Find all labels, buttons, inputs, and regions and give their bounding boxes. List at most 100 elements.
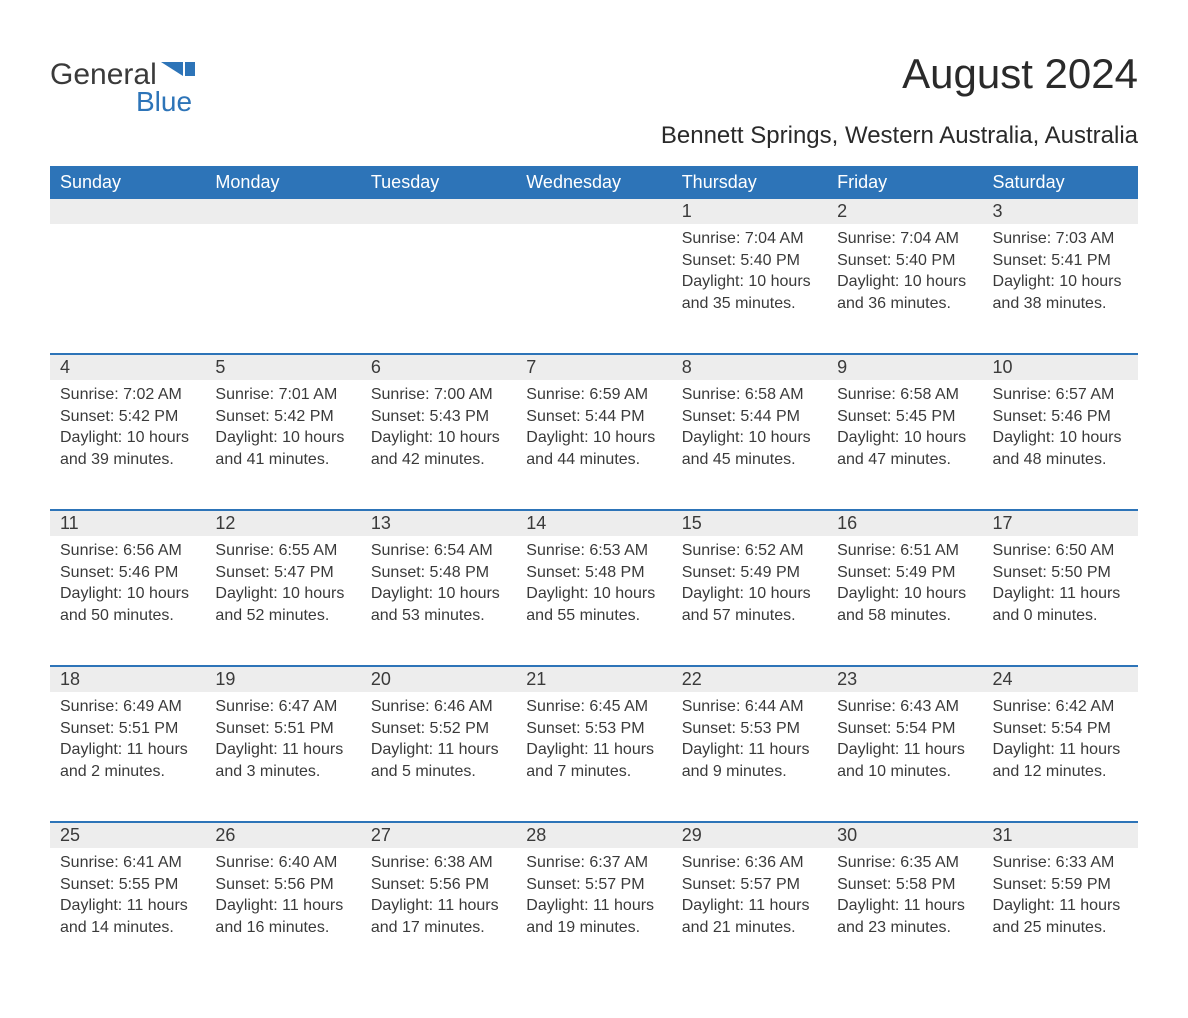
daylight-line: Daylight: 10 hours and 58 minutes. — [837, 583, 972, 626]
day-cell: Sunrise: 6:41 AMSunset: 5:55 PMDaylight:… — [50, 848, 205, 978]
sunset-line: Sunset: 5:42 PM — [60, 406, 195, 428]
sunrise-line: Sunrise: 6:59 AM — [526, 384, 661, 406]
day-cell: Sunrise: 6:33 AMSunset: 5:59 PMDaylight:… — [983, 848, 1138, 978]
sunset-line: Sunset: 5:42 PM — [215, 406, 350, 428]
sunset-line: Sunset: 5:40 PM — [682, 250, 817, 272]
day-number: 5 — [205, 354, 360, 380]
day-number: 8 — [672, 354, 827, 380]
daylight-line: Daylight: 11 hours and 2 minutes. — [60, 739, 195, 782]
sunset-line: Sunset: 5:46 PM — [993, 406, 1128, 428]
daylight-line: Daylight: 10 hours and 35 minutes. — [682, 271, 817, 314]
empty-cell — [516, 224, 671, 354]
sunset-line: Sunset: 5:46 PM — [60, 562, 195, 584]
day-number: 23 — [827, 666, 982, 692]
daylight-line: Daylight: 10 hours and 44 minutes. — [526, 427, 661, 470]
sunset-line: Sunset: 5:43 PM — [371, 406, 506, 428]
sunrise-line: Sunrise: 7:00 AM — [371, 384, 506, 406]
daynum-row: 25262728293031 — [50, 822, 1138, 848]
daylight-line: Daylight: 10 hours and 50 minutes. — [60, 583, 195, 626]
day-cell: Sunrise: 6:43 AMSunset: 5:54 PMDaylight:… — [827, 692, 982, 822]
day-number: 28 — [516, 822, 671, 848]
day-number: 3 — [983, 199, 1138, 224]
day-number: 27 — [361, 822, 516, 848]
daylight-line: Daylight: 10 hours and 36 minutes. — [837, 271, 972, 314]
empty-cell — [361, 224, 516, 354]
daynum-row: 45678910 — [50, 354, 1138, 380]
day-number: 11 — [50, 510, 205, 536]
day-cell: Sunrise: 6:42 AMSunset: 5:54 PMDaylight:… — [983, 692, 1138, 822]
day-cell: Sunrise: 6:58 AMSunset: 5:45 PMDaylight:… — [827, 380, 982, 510]
day-cell: Sunrise: 6:49 AMSunset: 5:51 PMDaylight:… — [50, 692, 205, 822]
sunrise-line: Sunrise: 6:41 AM — [60, 852, 195, 874]
day-cell: Sunrise: 6:45 AMSunset: 5:53 PMDaylight:… — [516, 692, 671, 822]
content-row: Sunrise: 7:02 AMSunset: 5:42 PMDaylight:… — [50, 380, 1138, 510]
sunrise-line: Sunrise: 6:52 AM — [682, 540, 817, 562]
sunrise-line: Sunrise: 6:51 AM — [837, 540, 972, 562]
day-cell: Sunrise: 6:46 AMSunset: 5:52 PMDaylight:… — [361, 692, 516, 822]
day-number: 2 — [827, 199, 982, 224]
day-number: 21 — [516, 666, 671, 692]
content-row: Sunrise: 6:49 AMSunset: 5:51 PMDaylight:… — [50, 692, 1138, 822]
sunrise-line: Sunrise: 6:38 AM — [371, 852, 506, 874]
daylight-line: Daylight: 10 hours and 38 minutes. — [993, 271, 1128, 314]
daylight-line: Daylight: 11 hours and 12 minutes. — [993, 739, 1128, 782]
weekday-header: Friday — [827, 166, 982, 199]
calendar-table: SundayMondayTuesdayWednesdayThursdayFrid… — [50, 166, 1138, 978]
sunset-line: Sunset: 5:44 PM — [682, 406, 817, 428]
day-number: 13 — [361, 510, 516, 536]
daylight-line: Daylight: 11 hours and 10 minutes. — [837, 739, 972, 782]
sunset-line: Sunset: 5:56 PM — [371, 874, 506, 896]
day-cell: Sunrise: 6:58 AMSunset: 5:44 PMDaylight:… — [672, 380, 827, 510]
day-number: 31 — [983, 822, 1138, 848]
day-number: 9 — [827, 354, 982, 380]
sunrise-line: Sunrise: 7:03 AM — [993, 228, 1128, 250]
daylight-line: Daylight: 11 hours and 17 minutes. — [371, 895, 506, 938]
daynum-row: 11121314151617 — [50, 510, 1138, 536]
sunset-line: Sunset: 5:45 PM — [837, 406, 972, 428]
weekday-header: Saturday — [983, 166, 1138, 199]
sunrise-line: Sunrise: 6:33 AM — [993, 852, 1128, 874]
weekday-header: Monday — [205, 166, 360, 199]
day-number: 20 — [361, 666, 516, 692]
sunrise-line: Sunrise: 6:46 AM — [371, 696, 506, 718]
day-number: 16 — [827, 510, 982, 536]
sunset-line: Sunset: 5:49 PM — [682, 562, 817, 584]
daylight-line: Daylight: 11 hours and 21 minutes. — [682, 895, 817, 938]
day-cell: Sunrise: 7:04 AMSunset: 5:40 PMDaylight:… — [827, 224, 982, 354]
daylight-line: Daylight: 10 hours and 42 minutes. — [371, 427, 506, 470]
sunrise-line: Sunrise: 6:44 AM — [682, 696, 817, 718]
sunset-line: Sunset: 5:48 PM — [371, 562, 506, 584]
sunrise-line: Sunrise: 6:54 AM — [371, 540, 506, 562]
empty-cell — [50, 199, 205, 224]
sunset-line: Sunset: 5:53 PM — [682, 718, 817, 740]
sunset-line: Sunset: 5:52 PM — [371, 718, 506, 740]
daylight-line: Daylight: 11 hours and 14 minutes. — [60, 895, 195, 938]
day-cell: Sunrise: 6:53 AMSunset: 5:48 PMDaylight:… — [516, 536, 671, 666]
day-number: 30 — [827, 822, 982, 848]
day-cell: Sunrise: 7:00 AMSunset: 5:43 PMDaylight:… — [361, 380, 516, 510]
empty-cell — [516, 199, 671, 224]
weekday-header: Wednesday — [516, 166, 671, 199]
daylight-line: Daylight: 11 hours and 23 minutes. — [837, 895, 972, 938]
daylight-line: Daylight: 11 hours and 16 minutes. — [215, 895, 350, 938]
sunset-line: Sunset: 5:50 PM — [993, 562, 1128, 584]
sunset-line: Sunset: 5:54 PM — [993, 718, 1128, 740]
sunset-line: Sunset: 5:55 PM — [60, 874, 195, 896]
day-cell: Sunrise: 6:38 AMSunset: 5:56 PMDaylight:… — [361, 848, 516, 978]
sunset-line: Sunset: 5:51 PM — [215, 718, 350, 740]
daylight-line: Daylight: 11 hours and 5 minutes. — [371, 739, 506, 782]
daylight-line: Daylight: 10 hours and 39 minutes. — [60, 427, 195, 470]
sunrise-line: Sunrise: 6:40 AM — [215, 852, 350, 874]
day-number: 10 — [983, 354, 1138, 380]
sunrise-line: Sunrise: 6:58 AM — [682, 384, 817, 406]
sunrise-line: Sunrise: 6:53 AM — [526, 540, 661, 562]
daylight-line: Daylight: 10 hours and 52 minutes. — [215, 583, 350, 626]
daynum-row: 123 — [50, 199, 1138, 224]
logo-text-2: Blue — [136, 86, 192, 118]
daylight-line: Daylight: 10 hours and 41 minutes. — [215, 427, 350, 470]
sunrise-line: Sunrise: 6:58 AM — [837, 384, 972, 406]
day-number: 6 — [361, 354, 516, 380]
day-cell: Sunrise: 7:02 AMSunset: 5:42 PMDaylight:… — [50, 380, 205, 510]
daylight-line: Daylight: 10 hours and 57 minutes. — [682, 583, 817, 626]
day-number: 4 — [50, 354, 205, 380]
